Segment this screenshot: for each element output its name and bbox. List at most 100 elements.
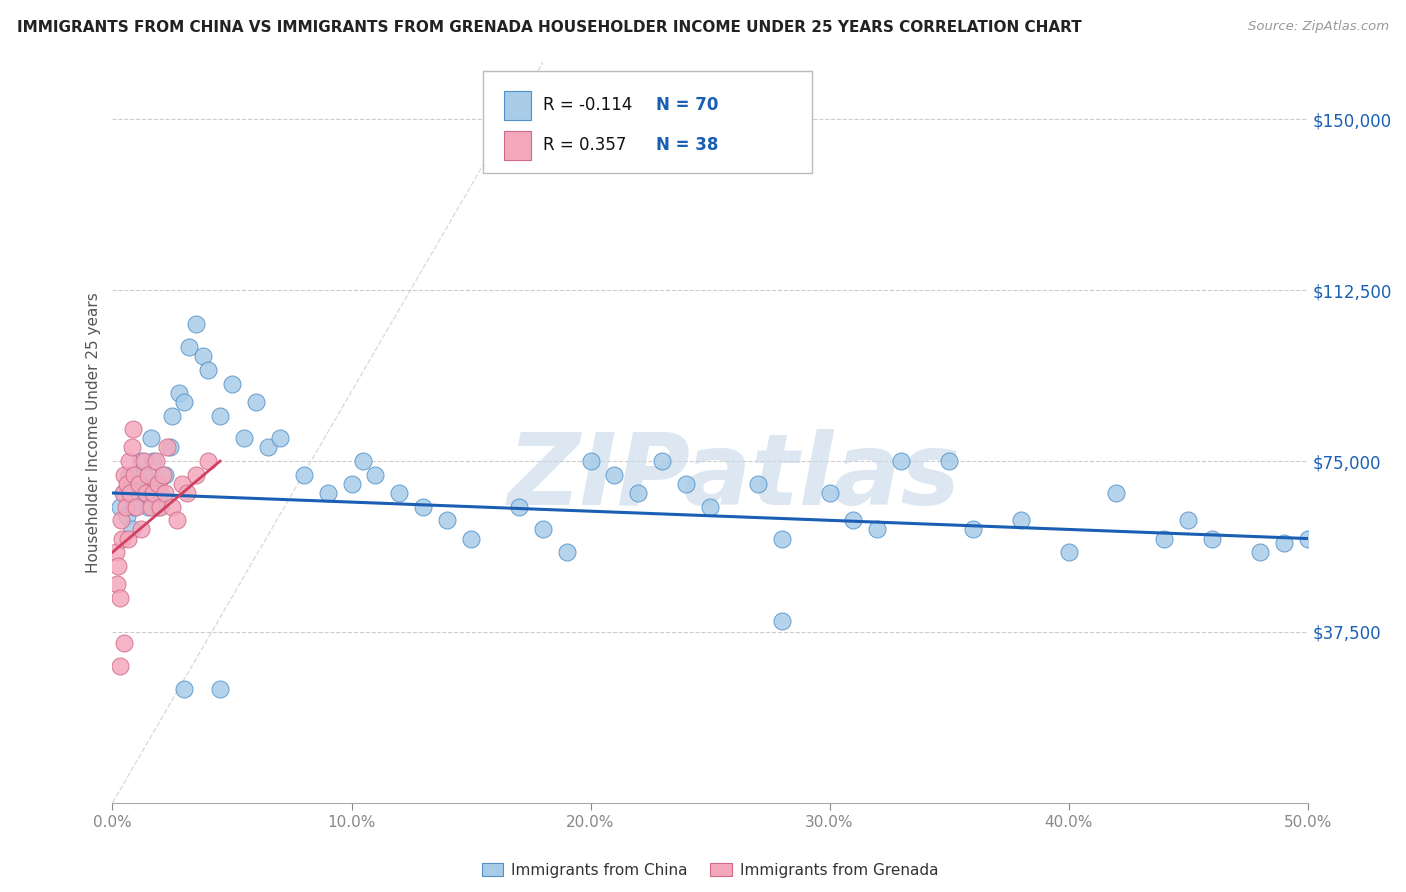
Point	[818, 486, 841, 500]
FancyBboxPatch shape	[505, 91, 531, 120]
Point	[114, 486, 135, 500]
Point	[121, 523, 143, 537]
Point	[170, 476, 193, 491]
Point	[145, 454, 167, 468]
Point	[1177, 513, 1199, 527]
Point	[108, 591, 131, 605]
Point	[152, 467, 174, 482]
Point	[176, 486, 198, 500]
Point	[145, 476, 167, 491]
Point	[193, 349, 215, 363]
Point	[412, 500, 434, 514]
Point	[221, 376, 243, 391]
Point	[139, 500, 162, 514]
Point	[1296, 532, 1319, 546]
Point	[173, 681, 195, 696]
Point	[118, 467, 141, 482]
Point	[364, 467, 387, 482]
Point	[209, 409, 232, 423]
Text: N = 38: N = 38	[657, 136, 718, 154]
Point	[699, 500, 721, 514]
Point	[1272, 536, 1295, 550]
Point	[460, 532, 482, 546]
Point	[531, 523, 554, 537]
FancyBboxPatch shape	[484, 71, 811, 173]
Point	[1249, 545, 1271, 559]
Point	[177, 340, 200, 354]
Point	[142, 486, 165, 500]
Point	[166, 513, 188, 527]
Point	[121, 441, 143, 455]
Point	[233, 431, 256, 445]
Point	[112, 486, 135, 500]
Point	[340, 476, 363, 491]
Point	[675, 476, 697, 491]
Point	[555, 545, 578, 559]
Point	[153, 467, 176, 482]
Point	[316, 486, 339, 500]
Point	[138, 467, 160, 482]
Point	[651, 454, 673, 468]
Point	[146, 476, 169, 491]
Point	[128, 486, 150, 500]
Point	[114, 500, 136, 514]
Text: R = 0.357: R = 0.357	[543, 136, 626, 154]
Point	[129, 454, 152, 468]
Point	[770, 532, 793, 546]
Point	[162, 409, 183, 423]
Point	[1057, 545, 1080, 559]
Point	[149, 486, 172, 500]
Point	[125, 500, 148, 514]
Point	[627, 486, 650, 500]
Point	[142, 454, 165, 468]
Text: R = -0.114: R = -0.114	[543, 96, 633, 114]
Text: N = 70: N = 70	[657, 96, 718, 114]
Point	[105, 577, 128, 591]
Point	[197, 363, 219, 377]
Point	[938, 454, 960, 468]
Point	[125, 476, 148, 491]
Point	[135, 486, 157, 500]
Point	[108, 500, 131, 514]
Point	[107, 558, 129, 573]
Point	[508, 500, 530, 514]
Point	[118, 454, 141, 468]
Point	[135, 486, 157, 500]
Point	[122, 500, 145, 514]
Point	[890, 454, 912, 468]
Point	[209, 681, 232, 696]
Text: IMMIGRANTS FROM CHINA VS IMMIGRANTS FROM GRENADA HOUSEHOLDER INCOME UNDER 25 YEA: IMMIGRANTS FROM CHINA VS IMMIGRANTS FROM…	[17, 20, 1081, 35]
Point	[159, 441, 181, 455]
Point	[292, 467, 315, 482]
Point	[1010, 513, 1032, 527]
Point	[132, 467, 155, 482]
Point	[1201, 532, 1223, 546]
Point	[1153, 532, 1175, 546]
Text: ZIPatlas: ZIPatlas	[508, 428, 960, 525]
Point	[156, 441, 179, 455]
Point	[149, 500, 172, 514]
Point	[388, 486, 411, 500]
Point	[245, 395, 267, 409]
Point	[117, 532, 139, 546]
Point	[1105, 486, 1128, 500]
Point	[128, 476, 150, 491]
Point	[197, 454, 219, 468]
Point	[114, 467, 135, 482]
Point	[603, 467, 626, 482]
Point	[162, 500, 183, 514]
Point	[105, 545, 128, 559]
Point	[138, 500, 160, 514]
Text: Source: ZipAtlas.com: Source: ZipAtlas.com	[1249, 20, 1389, 33]
Point	[747, 476, 769, 491]
Point	[436, 513, 458, 527]
Point	[962, 523, 984, 537]
Y-axis label: Householder Income Under 25 years: Householder Income Under 25 years	[86, 293, 101, 573]
Legend: Immigrants from China, Immigrants from Grenada: Immigrants from China, Immigrants from G…	[477, 857, 943, 884]
Point	[114, 636, 135, 650]
Point	[121, 422, 143, 436]
Point	[111, 532, 134, 546]
Point	[173, 395, 195, 409]
Point	[129, 523, 152, 537]
Point	[770, 614, 793, 628]
